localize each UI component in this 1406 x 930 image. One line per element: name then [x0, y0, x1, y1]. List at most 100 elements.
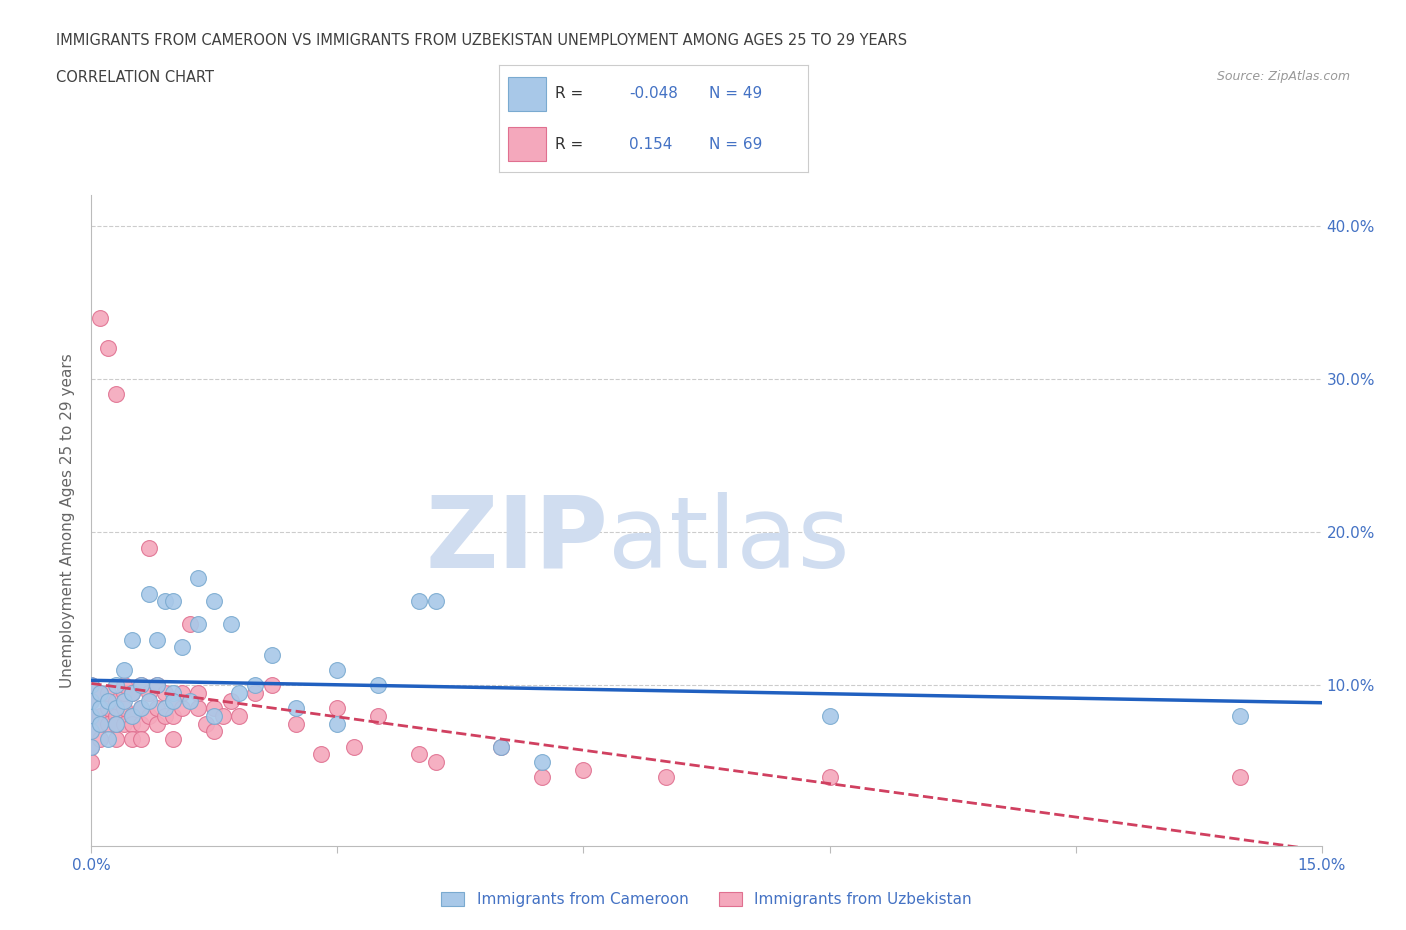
- Point: [105, 694, 127, 709]
- Point: [146, 632, 169, 647]
- Point: [146, 678, 169, 693]
- Y-axis label: Unemployment Among Ages 25 to 29 years: Unemployment Among Ages 25 to 29 years: [60, 353, 76, 688]
- Point: [97, 694, 120, 709]
- Text: Source: ZipAtlas.com: Source: ZipAtlas.com: [1216, 70, 1350, 83]
- Point: [818, 709, 841, 724]
- Point: [491, 739, 513, 754]
- Point: [97, 701, 120, 716]
- Point: [121, 716, 143, 731]
- Point: [1229, 709, 1251, 724]
- Point: [112, 694, 135, 709]
- Point: [105, 716, 127, 731]
- Point: [202, 593, 225, 608]
- Point: [121, 732, 143, 747]
- FancyBboxPatch shape: [509, 127, 546, 162]
- Point: [89, 716, 111, 731]
- Point: [153, 593, 177, 608]
- Point: [326, 663, 349, 678]
- Point: [572, 763, 595, 777]
- Point: [129, 732, 152, 747]
- Point: [80, 739, 103, 754]
- Text: N = 49: N = 49: [710, 86, 762, 101]
- Point: [105, 387, 127, 402]
- Point: [425, 593, 447, 608]
- Text: ZIP: ZIP: [425, 492, 607, 589]
- Point: [80, 724, 103, 738]
- Point: [89, 685, 111, 700]
- Point: [170, 685, 193, 700]
- Point: [80, 709, 103, 724]
- Point: [105, 678, 127, 693]
- Point: [408, 747, 430, 762]
- Point: [129, 701, 152, 716]
- Point: [367, 678, 389, 693]
- Point: [129, 701, 152, 716]
- Point: [531, 754, 554, 769]
- Point: [80, 709, 103, 724]
- Point: [112, 716, 135, 731]
- Text: 0.154: 0.154: [628, 137, 672, 152]
- Point: [170, 640, 193, 655]
- Point: [105, 732, 127, 747]
- Point: [146, 716, 169, 731]
- Point: [112, 663, 135, 678]
- Point: [89, 701, 111, 716]
- Text: atlas: atlas: [607, 492, 849, 589]
- Point: [162, 593, 184, 608]
- Point: [1229, 770, 1251, 785]
- Point: [408, 593, 430, 608]
- Point: [187, 701, 209, 716]
- Point: [285, 716, 308, 731]
- Point: [97, 685, 120, 700]
- Point: [89, 709, 111, 724]
- Point: [138, 540, 160, 555]
- Point: [162, 685, 184, 700]
- Point: [245, 678, 267, 693]
- Point: [202, 724, 225, 738]
- Point: [129, 716, 152, 731]
- Point: [121, 685, 143, 700]
- Text: -0.048: -0.048: [628, 86, 678, 101]
- Point: [129, 678, 152, 693]
- Point: [179, 694, 201, 709]
- Point: [80, 754, 103, 769]
- Point: [219, 617, 242, 631]
- Point: [146, 678, 169, 693]
- Text: IMMIGRANTS FROM CAMEROON VS IMMIGRANTS FROM UZBEKISTAN UNEMPLOYMENT AMONG AGES 2: IMMIGRANTS FROM CAMEROON VS IMMIGRANTS F…: [56, 33, 907, 47]
- Point: [187, 617, 209, 631]
- Point: [80, 694, 103, 709]
- Point: [89, 311, 111, 325]
- Point: [146, 701, 169, 716]
- Point: [112, 701, 135, 716]
- Point: [309, 747, 332, 762]
- Point: [654, 770, 676, 785]
- Point: [121, 709, 143, 724]
- Point: [97, 341, 120, 356]
- Point: [153, 709, 177, 724]
- FancyBboxPatch shape: [509, 77, 546, 111]
- Text: R =: R =: [555, 137, 583, 152]
- Point: [89, 716, 111, 731]
- Point: [80, 739, 103, 754]
- Point: [138, 709, 160, 724]
- Point: [89, 732, 111, 747]
- Point: [162, 694, 184, 709]
- Point: [138, 694, 160, 709]
- Point: [121, 632, 143, 647]
- Point: [187, 571, 209, 586]
- Point: [112, 685, 135, 700]
- Point: [326, 701, 349, 716]
- Point: [138, 586, 160, 601]
- Point: [367, 709, 389, 724]
- Text: R =: R =: [555, 86, 583, 101]
- Point: [228, 709, 250, 724]
- Point: [97, 732, 120, 747]
- Point: [121, 685, 143, 700]
- Point: [343, 739, 366, 754]
- Point: [491, 739, 513, 754]
- Point: [195, 716, 218, 731]
- Point: [162, 709, 184, 724]
- Point: [228, 685, 250, 700]
- Point: [202, 701, 225, 716]
- Point: [202, 709, 225, 724]
